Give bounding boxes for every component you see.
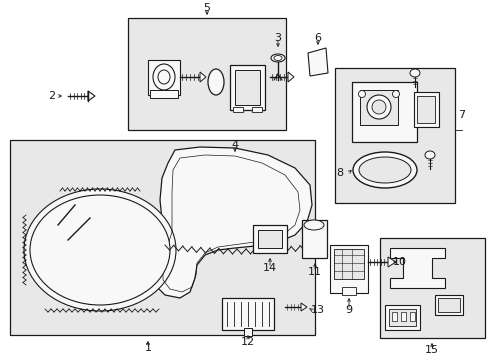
Bar (400, 312, 405, 321)
Bar (232, 107, 243, 112)
Ellipse shape (409, 69, 419, 77)
Bar (258, 230, 282, 248)
Bar (222, 298, 273, 330)
Polygon shape (387, 257, 395, 267)
Ellipse shape (153, 64, 175, 90)
Bar (416, 96, 434, 123)
Bar (379, 238, 484, 338)
Polygon shape (88, 91, 95, 101)
Polygon shape (389, 248, 444, 288)
Bar (333, 249, 363, 279)
Bar (334, 68, 454, 203)
Text: 6: 6 (314, 33, 321, 43)
Bar (384, 305, 419, 330)
Text: 5: 5 (203, 3, 210, 13)
Ellipse shape (273, 55, 282, 60)
Text: 14: 14 (263, 263, 277, 273)
Ellipse shape (366, 95, 390, 119)
Text: 7: 7 (458, 110, 465, 120)
Bar (437, 298, 459, 312)
Bar (252, 225, 286, 253)
Text: 13: 13 (310, 305, 325, 315)
Bar (409, 312, 414, 321)
Bar (341, 287, 355, 295)
Ellipse shape (30, 195, 170, 305)
Text: 3: 3 (274, 33, 281, 43)
Bar (413, 92, 438, 127)
Ellipse shape (24, 189, 176, 311)
Ellipse shape (358, 157, 410, 183)
Text: 12: 12 (241, 337, 255, 347)
Ellipse shape (358, 90, 365, 98)
Text: 4: 4 (231, 140, 238, 150)
Ellipse shape (352, 152, 416, 188)
Bar (434, 295, 462, 315)
Bar (10, 140, 314, 335)
Ellipse shape (158, 70, 170, 84)
Bar (235, 70, 260, 105)
Bar (302, 220, 326, 258)
Bar (150, 90, 178, 98)
Bar (391, 312, 396, 321)
Ellipse shape (424, 151, 434, 159)
Bar (229, 65, 264, 110)
Polygon shape (152, 147, 311, 298)
Bar (251, 107, 262, 112)
Text: 10: 10 (392, 257, 406, 267)
Bar (148, 60, 180, 95)
Text: 8: 8 (336, 168, 343, 178)
Text: 15: 15 (424, 345, 438, 355)
Ellipse shape (304, 220, 324, 230)
Ellipse shape (207, 69, 224, 95)
Bar (329, 245, 367, 293)
Polygon shape (287, 72, 293, 82)
Polygon shape (301, 303, 306, 311)
Text: 1: 1 (144, 343, 151, 353)
Bar (351, 82, 416, 142)
Ellipse shape (371, 100, 385, 114)
Bar (359, 90, 397, 125)
Polygon shape (307, 48, 327, 76)
Bar (128, 18, 285, 130)
Bar (388, 309, 415, 326)
Ellipse shape (392, 90, 399, 98)
Polygon shape (200, 72, 205, 82)
Ellipse shape (270, 54, 285, 62)
Text: 9: 9 (345, 305, 352, 315)
Text: 11: 11 (307, 267, 321, 277)
Bar (244, 328, 251, 336)
Text: 2: 2 (48, 91, 56, 101)
